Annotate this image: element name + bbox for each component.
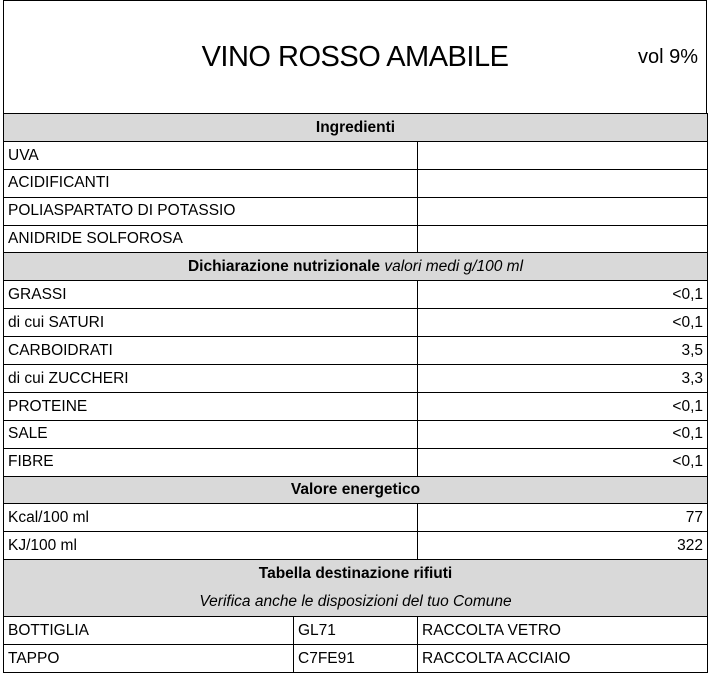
nutrition-label: FIBRE — [3, 447, 418, 477]
waste-row: BOTTIGLIA GL71 RACCOLTA VETRO — [3, 616, 709, 646]
nutrition-row: di cui ZUCCHERI 3,3 — [3, 364, 709, 393]
waste-item: TAPPO — [3, 644, 294, 674]
nutrition-header-title: Dichiarazione nutrizionale — [187, 258, 381, 276]
nutrition-label: di cui SATURI — [3, 308, 418, 338]
waste-row: TAPPO C7FE91 RACCOLTA ACCIAIO — [3, 644, 709, 674]
nutrition-label: SALE — [3, 419, 418, 449]
nutrition-label: GRASSI — [3, 280, 418, 310]
nutrition-value: <0,1 — [416, 447, 709, 477]
label-table: Ingredienti UVA ACIDIFICANTI POLIASPARTA… — [2, 113, 709, 674]
waste-disposal: RACCOLTA VETRO — [416, 616, 709, 646]
nutrition-value: 3,5 — [416, 336, 709, 366]
energy-label: KJ/100 ml — [3, 531, 418, 561]
nutrition-header-row: Dichiarazione nutrizionale valori medi g… — [2, 252, 709, 282]
energy-value: 77 — [416, 503, 709, 533]
nutrition-row: di cui SATURI <0,1 — [3, 308, 709, 338]
energy-row: KJ/100 ml 322 — [3, 531, 709, 561]
waste-header-row: Tabella destinazione rifiuti Verifica an… — [2, 559, 709, 618]
ingredients-header-row: Ingredienti — [2, 113, 709, 142]
nutrition-value: 3,3 — [416, 364, 709, 393]
ingredient-value — [416, 168, 709, 198]
waste-item: BOTTIGLIA — [3, 616, 294, 646]
nutrition-header-note: valori medi g/100 ml — [384, 258, 524, 276]
ingredient-label: POLIASPARTATO DI POTASSIO — [3, 196, 418, 226]
energy-label: Kcal/100 ml — [3, 503, 418, 533]
energy-header-row: Valore energetico — [2, 475, 709, 505]
title-box: VINO ROSSO AMABILE vol 9% — [3, 0, 707, 114]
ingredient-label: ANIDRIDE SOLFOROSA — [3, 224, 418, 254]
ingredient-label: UVA — [3, 140, 418, 170]
nutrition-label: di cui ZUCCHERI — [3, 364, 418, 393]
nutrition-row: PROTEINE <0,1 — [3, 391, 709, 421]
ingredient-value — [416, 140, 709, 170]
waste-header: Tabella destinazione rifiuti Verifica an… — [2, 559, 709, 618]
ingredient-value — [416, 224, 709, 254]
nutrition-value: <0,1 — [416, 308, 709, 338]
waste-disposal: RACCOLTA ACCIAIO — [416, 644, 709, 674]
nutrition-row: CARBOIDRATI 3,5 — [3, 336, 709, 366]
ingredient-row: ANIDRIDE SOLFOROSA — [3, 224, 709, 254]
nutrition-row: FIBRE <0,1 — [3, 447, 709, 477]
ingredients-header: Ingredienti — [2, 113, 709, 142]
nutrition-label: PROTEINE — [3, 391, 418, 421]
waste-header-subtitle: Verifica anche le disposizioni del tuo C… — [199, 593, 512, 611]
nutrition-label: CARBOIDRATI — [3, 336, 418, 366]
nutrition-value: <0,1 — [416, 391, 709, 421]
product-title: VINO ROSSO AMABILE — [201, 41, 509, 73]
ingredient-value — [416, 196, 709, 226]
ingredient-row: ACIDIFICANTI — [3, 168, 709, 198]
nutrition-row: GRASSI <0,1 — [3, 280, 709, 310]
alcohol-volume: vol 9% — [637, 46, 698, 68]
energy-row: Kcal/100 ml 77 — [3, 503, 709, 533]
waste-header-title: Tabella destinazione rifiuti — [258, 565, 453, 583]
ingredient-row: UVA — [3, 140, 709, 170]
waste-code: GL71 — [293, 616, 418, 646]
ingredient-row: POLIASPARTATO DI POTASSIO — [3, 196, 709, 226]
waste-code: C7FE91 — [293, 644, 418, 674]
nutrition-header: Dichiarazione nutrizionale valori medi g… — [2, 252, 709, 282]
nutrition-value: <0,1 — [416, 280, 709, 310]
nutrition-row: SALE <0,1 — [3, 419, 709, 449]
ingredient-label: ACIDIFICANTI — [3, 168, 418, 198]
nutrition-value: <0,1 — [416, 419, 709, 449]
energy-header: Valore energetico — [2, 475, 709, 505]
energy-value: 322 — [416, 531, 709, 561]
